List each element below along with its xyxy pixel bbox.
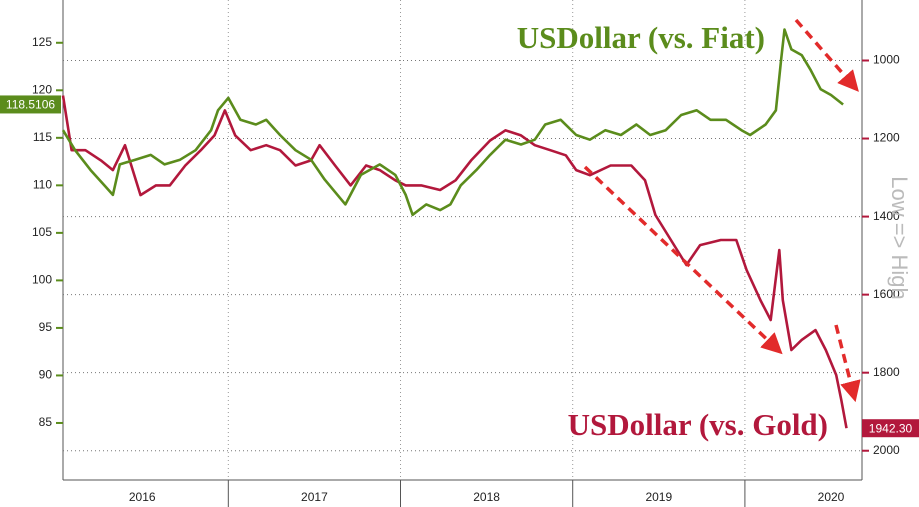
x-tick-label: 2016 xyxy=(129,490,156,504)
y2-tick-label: 1200 xyxy=(873,131,900,145)
y2-tick-label: 1800 xyxy=(873,365,900,379)
value-tag xyxy=(862,419,919,438)
y2-tick-label: 1000 xyxy=(873,53,900,67)
y-tick-label: 85 xyxy=(39,415,53,429)
y-tick-label: 95 xyxy=(39,320,53,334)
y-tick-label: 110 xyxy=(33,178,52,192)
y2-tick-label: 1400 xyxy=(873,209,900,223)
arrow xyxy=(583,165,783,355)
y-tick-label: 100 xyxy=(32,273,52,287)
y-tick-label: 105 xyxy=(32,225,52,239)
value-tag-label: 1942.30 xyxy=(869,421,913,435)
y2-axis-label: Low => High xyxy=(887,176,912,300)
x-tick-label: 2018 xyxy=(473,490,500,504)
x-tick-label: 2017 xyxy=(301,490,328,504)
y2-tick-label: 2000 xyxy=(873,443,900,457)
x-tick-label: 2019 xyxy=(645,490,672,504)
series-label: USDollar (vs. Gold) xyxy=(568,407,828,442)
y-tick-label: 90 xyxy=(39,368,53,382)
arrows xyxy=(583,18,861,403)
x-tick-label: 2020 xyxy=(818,490,845,504)
series-line xyxy=(61,28,844,217)
y-tick-label: 115 xyxy=(33,130,52,144)
value-tag xyxy=(0,95,61,114)
series-line xyxy=(61,95,848,429)
y2-tick-label: 1600 xyxy=(873,287,900,301)
arrow xyxy=(834,324,861,403)
series-label: USDollar (vs. Fiat) xyxy=(517,20,765,55)
y-tick-label: 120 xyxy=(32,82,52,96)
y-tick-label: 125 xyxy=(32,35,52,49)
arrow xyxy=(794,18,859,92)
value-tag-label: 118.5106 xyxy=(6,98,55,112)
